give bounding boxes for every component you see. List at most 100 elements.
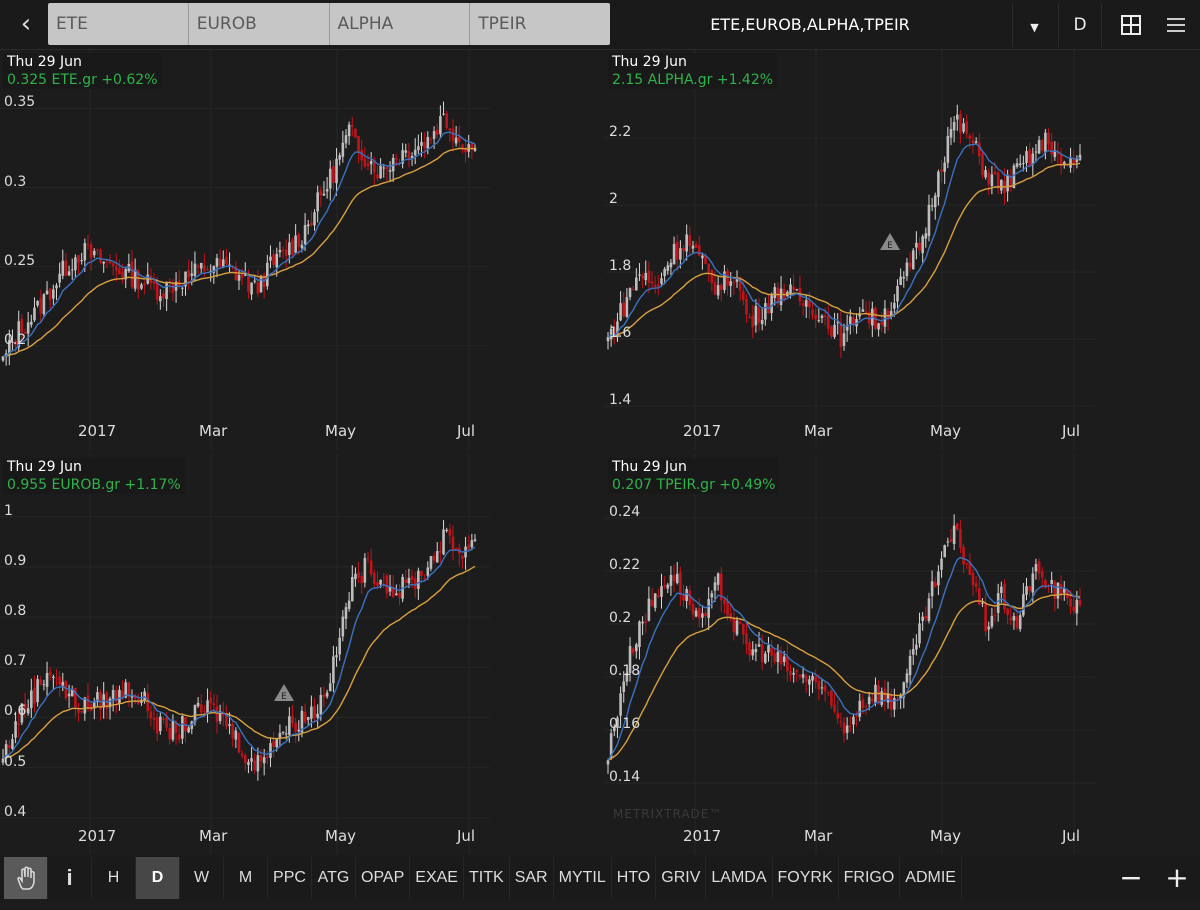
symbol-button-ppc[interactable]: PPC — [268, 856, 312, 899]
candle — [30, 678, 33, 718]
symbol-button-hto[interactable]: HTO — [612, 856, 657, 899]
tab-eurob[interactable]: EUROB — [189, 3, 330, 45]
candle — [978, 133, 981, 165]
candle — [852, 313, 855, 333]
chart-tpeir[interactable]: 0.14 0.16 0.18 0.2 0.22 0.24 Thu 29 Jun 0.207 T… — [605, 455, 1200, 855]
candle — [729, 603, 733, 622]
event-marker-icon[interactable]: E — [274, 684, 294, 702]
candle — [83, 696, 87, 721]
watchlist-dropdown[interactable]: ▼ — [1012, 3, 1056, 47]
candle — [1018, 610, 1022, 632]
pan-tool-button[interactable] — [4, 856, 48, 899]
candle — [316, 185, 319, 223]
candle — [247, 759, 250, 774]
candle — [996, 171, 1000, 195]
period-h[interactable]: H — [92, 856, 136, 899]
candle — [820, 678, 824, 695]
candle — [457, 543, 461, 566]
candle — [266, 750, 269, 765]
chart-quote: 2.15 ALPHA.gr +1.42% — [612, 72, 774, 88]
back-button[interactable]: ‹ — [10, 8, 42, 42]
y-tick-label: 0.16 — [609, 715, 641, 732]
candle — [303, 703, 307, 725]
candle — [836, 313, 840, 335]
tab-tpeir[interactable]: TPEIR — [478, 14, 527, 34]
x-tick-label: Mar — [199, 422, 228, 440]
candle — [650, 587, 654, 607]
y-tick-label: 1.6 — [609, 325, 632, 342]
candle — [647, 586, 651, 622]
symbol-button-admie[interactable]: ADMIE — [900, 856, 962, 899]
period-m[interactable]: M — [224, 856, 268, 899]
moving-average-short — [2, 131, 476, 357]
info-button[interactable]: i — [48, 856, 92, 899]
period-d[interactable]: D — [136, 856, 180, 899]
candle — [379, 158, 382, 179]
symbol-button-foyrk[interactable]: FOYRK — [773, 856, 839, 899]
candle — [306, 219, 310, 235]
symbol-button-sar[interactable]: SAR — [510, 856, 554, 899]
layout-button[interactable] — [1112, 6, 1150, 44]
symbol-button-opap[interactable]: OPAP — [356, 856, 411, 899]
candle — [435, 123, 439, 140]
event-marker-icon[interactable]: E — [880, 233, 900, 251]
chart-date: Thu 29 Jun — [7, 54, 82, 70]
candle — [952, 116, 956, 143]
candle — [114, 253, 118, 282]
symbol-button-atg[interactable]: ATG — [312, 856, 356, 899]
candle — [1044, 128, 1047, 160]
chart-eurob[interactable]: E 0.4 0.5 0.6 0.7 0.8 0.9 1 Thu 29 Jun 0.955 EURO… — [0, 455, 600, 855]
candle — [908, 649, 912, 687]
candle — [80, 252, 83, 265]
menu-button[interactable] — [1158, 6, 1196, 44]
chart-date: Thu 29 Jun — [612, 459, 687, 475]
y-tick-label: 0.4 — [4, 803, 27, 820]
candle — [871, 694, 874, 704]
candle — [748, 313, 751, 319]
symbol-button-titk[interactable]: TITK — [464, 856, 510, 899]
tab-alpha[interactable]: ALPHA — [330, 3, 471, 45]
zoom-out-button[interactable]: − — [1119, 861, 1143, 894]
candle — [1059, 148, 1063, 175]
candle — [272, 731, 275, 758]
candle — [817, 674, 821, 701]
candle — [64, 680, 68, 701]
chart-ete[interactable]: 0.2 0.25 0.3 0.35 Thu 29 Jun 0.325 ETE.gr +0.… — [0, 50, 600, 450]
candle — [974, 137, 978, 144]
chart-alpha[interactable]: E 1.4 1.6 1.8 2 2.2 Thu 29 Jun 2.15 ALPHA.gr +1… — [605, 50, 1200, 450]
candle — [58, 671, 61, 697]
candle — [716, 275, 720, 300]
candle — [256, 269, 260, 298]
period-button[interactable]: D — [1058, 3, 1102, 47]
grid-icon — [1121, 15, 1141, 35]
period-w[interactable]: W — [180, 856, 224, 899]
candle — [133, 693, 137, 705]
tab-ete[interactable]: ETE — [48, 3, 189, 45]
zoom-in-button[interactable]: + — [1165, 861, 1189, 894]
symbol-button-griv[interactable]: GRIV — [656, 856, 707, 899]
candle — [99, 689, 102, 721]
candle — [852, 714, 855, 734]
candle — [376, 571, 379, 590]
x-tick-label: May — [930, 827, 962, 845]
candle — [435, 542, 439, 563]
candle — [467, 134, 471, 158]
candle — [174, 719, 178, 746]
candle — [880, 687, 884, 708]
symbol-button-frigo[interactable]: FRIGO — [839, 856, 901, 899]
symbol-button-exae[interactable]: EXAE — [410, 856, 464, 899]
candle — [398, 584, 401, 606]
candle — [1009, 606, 1013, 626]
candle — [682, 245, 685, 262]
candle — [612, 724, 616, 737]
candle — [48, 288, 52, 309]
y-tick-label: 0.14 — [609, 768, 641, 785]
candle — [669, 565, 673, 596]
candle — [918, 612, 921, 648]
chart-header: Thu 29 Jun 0.207 TPEIR.gr +0.49% — [608, 458, 780, 494]
symbol-button-mytil[interactable]: MYTIL — [554, 856, 612, 899]
symbol-button-lamda[interactable]: LAMDA — [706, 856, 773, 899]
candle — [64, 252, 68, 277]
candle — [61, 249, 65, 280]
candle — [448, 523, 452, 544]
